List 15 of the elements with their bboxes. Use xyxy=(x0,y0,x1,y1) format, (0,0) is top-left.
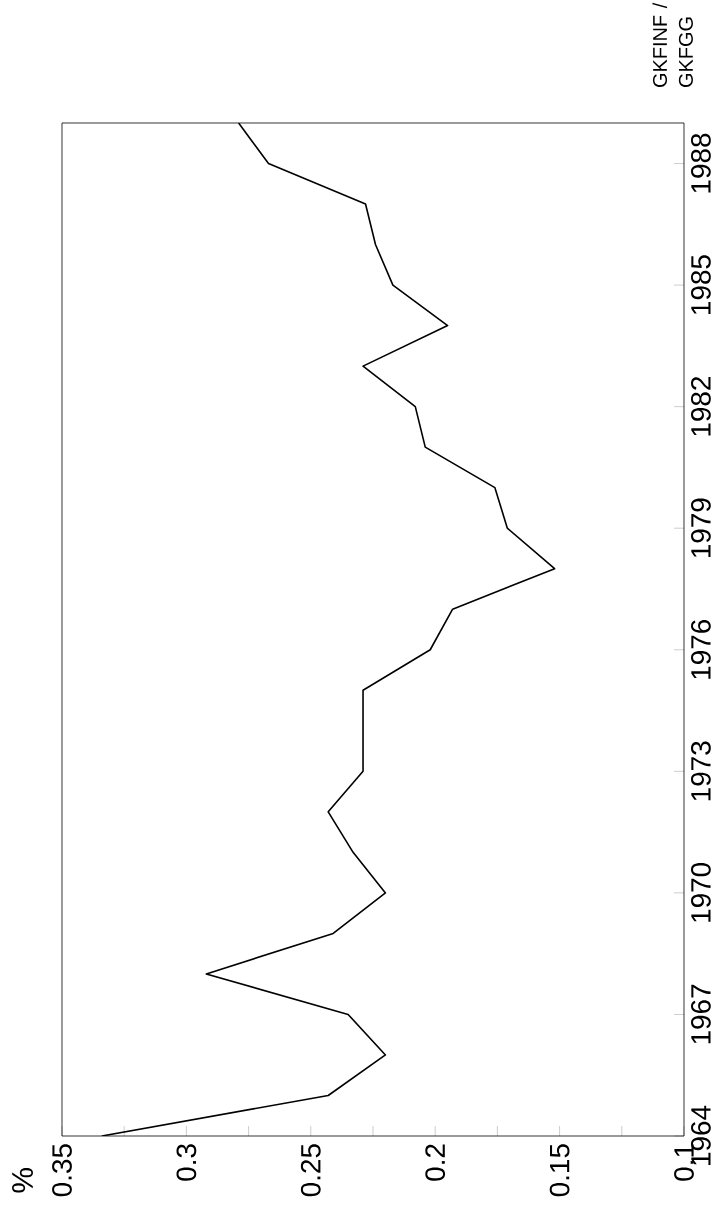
y-tick-label: 1967 xyxy=(691,984,711,1044)
x-tick-label: 0.15 xyxy=(549,1144,570,1197)
y-tick-label: 1982 xyxy=(691,377,711,436)
text: % xyxy=(12,1168,33,1193)
x-tick-label: 0.3 xyxy=(176,1144,197,1181)
y-tick-label: 1973 xyxy=(691,741,711,801)
y-tick-label: 1979 xyxy=(691,498,711,558)
y-tick-label: 1970 xyxy=(691,862,711,922)
x-tick-label: 0.2 xyxy=(425,1144,446,1181)
y-tick-label: 1976 xyxy=(691,619,711,679)
y-tick-label: 1988 xyxy=(691,133,711,193)
x-tick-label: 0.25 xyxy=(300,1144,321,1197)
y-tick-label: 1985 xyxy=(691,255,711,314)
y-axis-title: GKFINF / GKFGG xyxy=(652,2,693,87)
x-tick-label: 0.35 xyxy=(52,1144,72,1197)
